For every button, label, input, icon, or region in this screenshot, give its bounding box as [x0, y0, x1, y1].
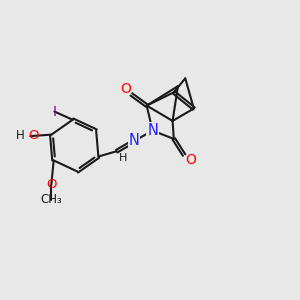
Text: CH₃: CH₃ — [40, 194, 62, 206]
Text: O: O — [46, 178, 57, 191]
Text: N: N — [147, 123, 158, 138]
Text: O: O — [121, 82, 131, 96]
Text: I: I — [52, 104, 56, 118]
Text: N: N — [129, 134, 140, 148]
Text: H: H — [16, 129, 25, 142]
Text: H: H — [119, 153, 127, 163]
Text: O: O — [185, 153, 196, 167]
Text: O: O — [28, 129, 39, 142]
